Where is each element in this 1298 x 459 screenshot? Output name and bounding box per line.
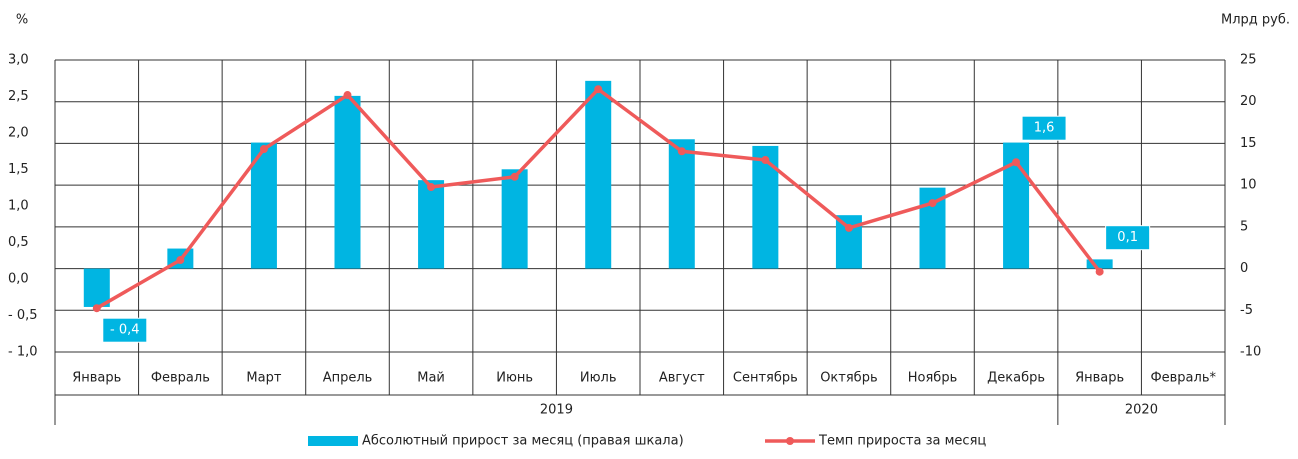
x-tick-label: Август [659,371,705,386]
bar [501,169,528,269]
value-label-box [102,317,148,343]
x-tick-label: Январь [1075,371,1124,386]
line-point [259,145,268,154]
line-point [761,156,770,165]
value-label: 1,6 [1034,121,1055,136]
bar [585,80,612,269]
line-point [844,223,853,232]
y2-tick-label: 0 [1240,261,1248,276]
line-point [510,172,519,181]
bar [668,139,695,269]
bar [1086,259,1113,269]
line-point [1095,267,1104,276]
x-tick-label: Май [417,371,445,386]
x-tick-label: Январь [72,371,121,386]
x-tick-label: Февраль* [1150,371,1216,386]
y2-tick-label: 15 [1240,136,1257,151]
bar [752,145,779,269]
x-tick-label: Март [246,371,281,386]
y2-tick-label: 20 [1240,94,1257,109]
y-tick-label: 2,0 [8,126,29,141]
value-label-box [1021,115,1067,141]
value-label: - 0,4 [110,323,140,338]
x-tick-label: Октябрь [820,371,877,386]
y-unit: % [16,13,28,28]
y2-tick-label: -10 [1240,345,1261,360]
x-tick-label: Декабрь [987,371,1045,386]
bar [83,268,110,307]
y2-unit: Млрд руб. [1221,13,1290,28]
bar [835,215,862,269]
legend-swatch [308,436,358,446]
value-label-box [1105,225,1151,251]
year-label: 2019 [540,403,573,418]
y-tick-label: - 1,0 [8,345,38,360]
y-tick-label: 3,0 [8,53,29,68]
line-point [343,91,352,100]
year-label: 2020 [1125,403,1158,418]
y2-tick-label: 10 [1240,178,1257,193]
x-tick-label: Апрель [323,371,373,386]
line-point [1012,158,1021,167]
line-point [92,304,101,313]
x-tick-label: Июль [580,371,617,386]
y-tick-label: - 0,5 [8,308,38,323]
line-point [677,147,686,156]
x-tick-label: Ноябрь [908,371,957,386]
y2-tick-label: 25 [1240,53,1257,68]
x-tick-label: Сентябрь [733,371,798,386]
x-tick-label: Февраль [151,371,210,386]
y-tick-label: 2,5 [8,89,29,104]
legend-swatch-point [786,437,794,445]
value-label: 0,1 [1117,230,1138,245]
bar [334,95,361,269]
x-tick-label: Июнь [496,371,533,386]
legend-label: Абсолютный прирост за месяц (правая шкал… [362,434,684,449]
bar [250,142,277,269]
line-point [176,256,185,265]
y-tick-label: 0,5 [8,235,29,250]
y2-tick-label: 5 [1240,219,1248,234]
line-point [928,199,937,208]
line-point [427,183,436,192]
line-point [594,85,603,94]
y-tick-label: 1,0 [8,199,29,214]
y2-tick-label: -5 [1240,303,1253,318]
y-tick-label: 1,5 [8,162,29,177]
y-tick-label: 0,0 [8,272,29,287]
legend-label: Темп прироста за месяц [818,434,986,449]
bar [418,180,445,269]
